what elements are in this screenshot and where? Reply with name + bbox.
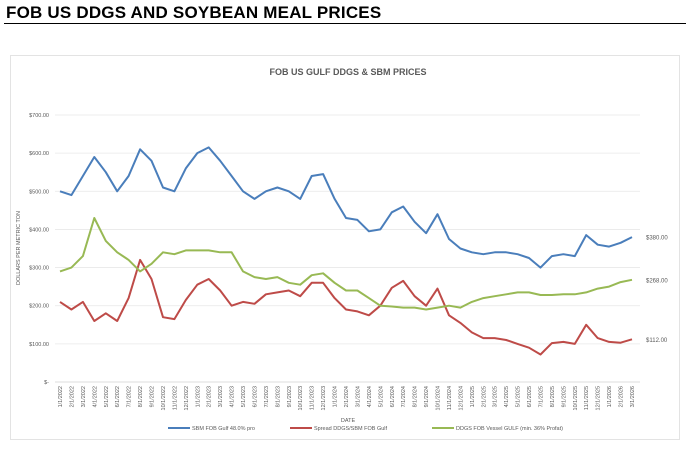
x-tick-label: 11/1/2023 xyxy=(310,386,316,410)
x-tick-label: 8/1/2025 xyxy=(550,386,556,407)
chart-title: FOB US GULF DDGS & SBM PRICES xyxy=(269,67,426,77)
x-tick-label: 12/1/2024 xyxy=(458,386,464,410)
x-tick-label: 8/1/2024 xyxy=(413,386,419,407)
y-tick-label: $- xyxy=(44,380,49,386)
x-tick-label: 4/1/2024 xyxy=(367,386,373,407)
x-tick-label: 8/1/2022 xyxy=(138,386,144,407)
x-tick-label: 2/1/2024 xyxy=(344,386,350,407)
x-tick-label: 11/1/2024 xyxy=(447,386,453,410)
x-tick-label: 3/1/2026 xyxy=(630,386,636,407)
x-tick-label: 2/1/2025 xyxy=(481,386,487,407)
y-tick-label: $400.00 xyxy=(29,227,49,233)
end-value-label: $268.00 xyxy=(646,278,668,284)
y-tick-label: $200.00 xyxy=(29,304,49,310)
end-value-label: $112.00 xyxy=(646,338,668,344)
x-tick-label: 3/1/2023 xyxy=(218,386,224,407)
end-value-label: $380.00 xyxy=(646,236,668,242)
x-tick-label: 2/1/2026 xyxy=(619,386,625,407)
x-tick-label: 1/1/2026 xyxy=(607,386,613,407)
x-tick-label: 12/1/2023 xyxy=(321,386,327,410)
x-tick-label: 11/1/2025 xyxy=(584,386,590,410)
x-tick-label: 3/1/2024 xyxy=(355,386,361,407)
x-tick-label: 10/1/2025 xyxy=(573,386,579,410)
x-tick-label: 9/1/2023 xyxy=(287,386,293,407)
x-tick-label: 3/1/2022 xyxy=(81,386,87,407)
x-tick-label: 6/1/2024 xyxy=(390,386,396,407)
series-line-1 xyxy=(59,258,633,356)
x-tick-label: 4/1/2025 xyxy=(504,386,510,407)
legend-label: Spread DDGS/SBM FOB Gulf xyxy=(314,426,388,432)
x-tick-label: 5/1/2024 xyxy=(378,386,384,407)
x-tick-label: 7/1/2024 xyxy=(401,386,407,407)
x-tick-label: 1/1/2022 xyxy=(58,386,64,407)
y-tick-label: $500.00 xyxy=(29,189,49,195)
x-tick-label: 1/1/2025 xyxy=(470,386,476,407)
y-tick-label: $600.00 xyxy=(29,151,49,157)
x-tick-label: 3/1/2025 xyxy=(493,386,499,407)
x-tick-label: 5/1/2025 xyxy=(516,386,522,407)
x-tick-label: 6/1/2022 xyxy=(115,386,121,407)
x-tick-label: 5/1/2022 xyxy=(104,386,110,407)
page-title: FOB US DDGS AND SOYBEAN MEAL PRICES xyxy=(6,3,382,22)
y-tick-label: $100.00 xyxy=(29,342,49,348)
y-tick-label: $700.00 xyxy=(29,113,49,119)
title-underline xyxy=(4,23,686,24)
x-tick-label: 6/1/2023 xyxy=(252,386,258,407)
x-tick-label: 4/1/2022 xyxy=(92,386,98,407)
x-tick-label: 7/1/2025 xyxy=(538,386,544,407)
x-tick-label: 5/1/2023 xyxy=(241,386,247,407)
x-tick-label: 12/1/2025 xyxy=(596,386,602,410)
x-tick-label: 11/1/2022 xyxy=(172,386,178,410)
x-axis-label: DATE xyxy=(341,418,356,424)
x-tick-label: 12/1/2022 xyxy=(184,386,190,410)
x-tick-label: 9/1/2024 xyxy=(424,386,430,407)
x-tick-label: 8/1/2023 xyxy=(275,386,281,407)
x-tick-label: 4/1/2023 xyxy=(230,386,236,407)
chart-frame xyxy=(10,55,680,440)
x-tick-label: 10/1/2022 xyxy=(161,386,167,410)
x-tick-label: 9/1/2025 xyxy=(561,386,567,407)
legend-label: DDGS FOB Vessel GULF (min. 36% Profat) xyxy=(456,426,563,432)
x-tick-label: 6/1/2025 xyxy=(527,386,533,407)
x-tick-label: 1/1/2023 xyxy=(195,386,201,407)
x-tick-label: 7/1/2022 xyxy=(127,386,133,407)
x-tick-label: 1/1/2024 xyxy=(333,386,339,407)
x-tick-label: 2/1/2022 xyxy=(69,386,75,407)
legend-label: SBM FOB Gulf 48.0% pro xyxy=(192,426,255,432)
series-line-0 xyxy=(59,146,633,269)
y-axis-label: DOLLARS PER METRIC TON xyxy=(16,211,22,285)
x-tick-label: 7/1/2023 xyxy=(264,386,270,407)
y-tick-label: $300.00 xyxy=(29,266,49,272)
x-tick-label: 2/1/2023 xyxy=(207,386,213,407)
x-tick-label: 9/1/2022 xyxy=(150,386,156,407)
x-tick-label: 10/1/2024 xyxy=(436,386,442,410)
series-line-2 xyxy=(59,217,633,311)
x-tick-label: 10/1/2023 xyxy=(298,386,304,410)
